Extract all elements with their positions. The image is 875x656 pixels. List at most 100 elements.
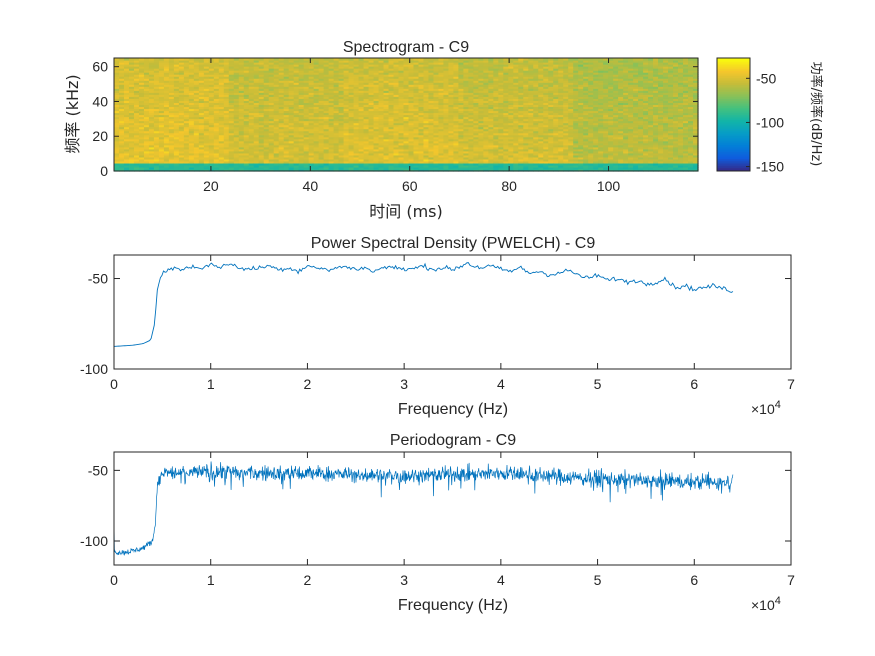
- spectrogram-cell: [483, 66, 489, 69]
- spectrogram-cell: [368, 132, 375, 136]
- spectrogram-cell: [153, 78, 160, 81]
- spectrogram-cell: [303, 164, 310, 168]
- spectrogram-cell: [283, 74, 290, 77]
- spectrogram-cell: [173, 64, 180, 67]
- spectrogram-cell: [468, 130, 474, 134]
- spectrogram-cell: [343, 134, 350, 138]
- spectrogram-cell: [543, 88, 549, 91]
- spectrogram-cell: [283, 116, 290, 120]
- spectrogram-cell: [183, 58, 190, 61]
- spectrogram-cell: [278, 64, 285, 67]
- spectrogram-cell: [114, 150, 120, 154]
- spectrogram-cell: [403, 138, 410, 142]
- spectrogram-cell: [318, 102, 325, 106]
- spectrogram-cell: [253, 96, 260, 99]
- spectrogram-cell: [348, 76, 355, 79]
- spectrogram-cell: [318, 150, 325, 154]
- spectrogram-cell: [188, 116, 195, 120]
- spectrogram-cell: [463, 150, 469, 154]
- spectrogram-cell: [203, 126, 210, 130]
- spectrogram-cell: [303, 84, 310, 87]
- spectrogram-cell: [383, 70, 390, 73]
- spectrogram-cell: [443, 162, 450, 166]
- spectrogram-cell: [243, 114, 250, 118]
- spectrogram-cell: [268, 88, 275, 91]
- spectrogram-cell: [448, 132, 455, 136]
- spectrogram-cell: [483, 60, 489, 63]
- spectrogram-cell: [208, 68, 215, 71]
- spectrogram-cell: [443, 100, 450, 103]
- spectrogram-cell: [118, 74, 125, 77]
- spectrogram-cell: [258, 88, 265, 91]
- spectrogram-cell: [373, 66, 380, 69]
- spectrogram-cell: [448, 130, 455, 134]
- spectrogram-cell: [543, 148, 549, 152]
- spectrogram-cell: [503, 140, 509, 144]
- spectrogram-cell: [513, 142, 519, 146]
- spectrogram-cell: [143, 148, 150, 152]
- spectrogram-cell: [468, 120, 474, 124]
- spectrogram-cell: [443, 120, 450, 124]
- spectrogram-cell: [293, 68, 300, 71]
- spectrogram-cell: [483, 68, 489, 71]
- spectrogram-cell: [478, 130, 484, 134]
- spectrogram-cell: [138, 66, 145, 69]
- spectrogram-cell: [448, 66, 455, 69]
- spectrogram-cell: [173, 94, 180, 97]
- spectrogram-cell: [288, 90, 295, 93]
- spectrogram-cell: [538, 130, 544, 134]
- spectrogram-cell: [118, 132, 125, 136]
- spectrogram-cell: [463, 98, 469, 101]
- spectrogram-cell: [373, 72, 380, 75]
- spectrogram-cell: [338, 84, 345, 87]
- spectrogram-cell: [223, 78, 230, 81]
- spectrogram-cell: [273, 134, 280, 138]
- spectrogram-cell: [478, 154, 484, 158]
- spectrogram-cell: [468, 146, 474, 150]
- spectrogram-cell: [518, 62, 524, 65]
- spectrogram-cell: [348, 138, 355, 142]
- spectrogram-cell: [238, 68, 245, 71]
- spectrogram-cell: [183, 86, 190, 89]
- spectrogram-cell: [183, 132, 190, 136]
- spectrogram-cell: [338, 70, 345, 73]
- spectrogram-cell: [183, 128, 190, 132]
- spectrogram-cell: [408, 136, 415, 140]
- spectrogram-cell: [418, 94, 425, 97]
- spectrogram-cell: [313, 74, 320, 77]
- spectrogram-cell: [233, 88, 240, 91]
- spectrogram-cell: [398, 112, 405, 116]
- spectrogram-cell: [448, 106, 455, 110]
- spectrogram-cell: [383, 104, 390, 108]
- spectrogram-cell: [338, 134, 345, 138]
- spectrogram-cell: [188, 92, 195, 95]
- spectrogram-cell: [498, 134, 504, 138]
- spectrogram-cell: [228, 162, 235, 166]
- spectrogram-cell: [458, 72, 464, 75]
- spectrogram-cell: [303, 122, 310, 126]
- spectrogram-cell: [228, 154, 235, 158]
- spectrogram-cell: [308, 140, 315, 144]
- spectrogram-cell: [403, 94, 410, 97]
- spectrogram-cell: [263, 138, 270, 142]
- spectrogram-cell: [143, 98, 150, 101]
- spectrogram-cell: [508, 68, 514, 71]
- spectrogram-cell: [288, 72, 295, 75]
- spectrogram-cell: [303, 154, 310, 158]
- spectrogram-cell: [468, 58, 474, 61]
- spectrogram-cell: [453, 120, 460, 124]
- spectrogram-cell: [353, 88, 360, 91]
- spectrogram-cell: [553, 148, 559, 152]
- spectrogram-cell: [538, 74, 544, 77]
- spectrogram-cell: [128, 160, 135, 164]
- spectrogram-cell: [393, 112, 400, 116]
- spectrogram-cell: [153, 140, 160, 144]
- spectrogram-cell: [313, 158, 320, 162]
- spectrogram-cell: [298, 130, 305, 134]
- spectrogram-cell: [548, 156, 554, 160]
- spectrogram-cell: [153, 124, 160, 128]
- spectrogram-cell: [273, 104, 280, 108]
- spectrogram-cell: [483, 134, 489, 138]
- spectrogram-cell: [448, 60, 455, 63]
- spectrogram-cell: [458, 76, 464, 79]
